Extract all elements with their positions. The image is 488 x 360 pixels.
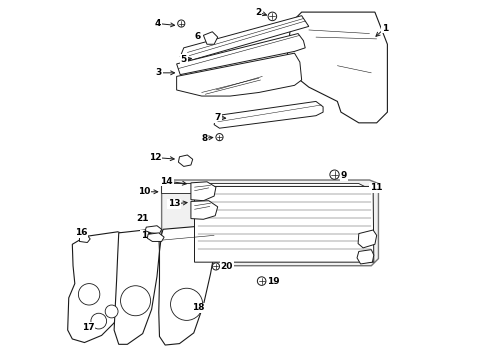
Polygon shape: [162, 180, 378, 266]
Circle shape: [78, 284, 100, 305]
Polygon shape: [203, 32, 217, 44]
Text: 13: 13: [167, 199, 180, 208]
Text: 8: 8: [201, 134, 207, 143]
Polygon shape: [357, 230, 376, 248]
Polygon shape: [176, 53, 301, 96]
Text: 15: 15: [141, 231, 153, 240]
Text: 5: 5: [180, 55, 186, 64]
Polygon shape: [194, 186, 373, 262]
Text: 1: 1: [381, 24, 387, 33]
Polygon shape: [190, 201, 217, 219]
Text: 12: 12: [149, 153, 161, 162]
Text: 10: 10: [138, 187, 150, 196]
Polygon shape: [145, 226, 162, 234]
Text: 17: 17: [81, 323, 94, 332]
Text: 20: 20: [220, 262, 232, 271]
Polygon shape: [356, 249, 373, 264]
Circle shape: [329, 170, 339, 179]
Circle shape: [267, 12, 276, 21]
Polygon shape: [176, 33, 305, 75]
Text: 16: 16: [75, 228, 87, 237]
Polygon shape: [190, 182, 216, 201]
Text: 9: 9: [340, 171, 346, 180]
Circle shape: [212, 263, 219, 270]
Circle shape: [91, 313, 106, 329]
Polygon shape: [178, 155, 192, 166]
Circle shape: [121, 286, 150, 316]
Polygon shape: [159, 226, 215, 345]
Text: 11: 11: [369, 183, 382, 192]
Text: 2: 2: [254, 8, 261, 17]
Text: 14: 14: [160, 176, 173, 185]
Circle shape: [216, 134, 223, 141]
Polygon shape: [114, 229, 159, 344]
Text: 21: 21: [136, 214, 149, 223]
Polygon shape: [80, 235, 90, 243]
Circle shape: [177, 20, 184, 27]
Polygon shape: [162, 184, 365, 194]
Text: 4: 4: [155, 19, 161, 28]
Text: 6: 6: [194, 32, 200, 41]
Text: 3: 3: [155, 68, 162, 77]
Circle shape: [105, 305, 118, 318]
Polygon shape: [214, 102, 323, 128]
Polygon shape: [287, 12, 386, 123]
Polygon shape: [67, 232, 130, 342]
Circle shape: [170, 288, 203, 320]
Polygon shape: [180, 16, 308, 60]
Circle shape: [257, 277, 265, 285]
Text: 19: 19: [267, 276, 280, 285]
Text: 18: 18: [192, 303, 204, 312]
Text: 7: 7: [214, 113, 221, 122]
Polygon shape: [147, 233, 164, 242]
